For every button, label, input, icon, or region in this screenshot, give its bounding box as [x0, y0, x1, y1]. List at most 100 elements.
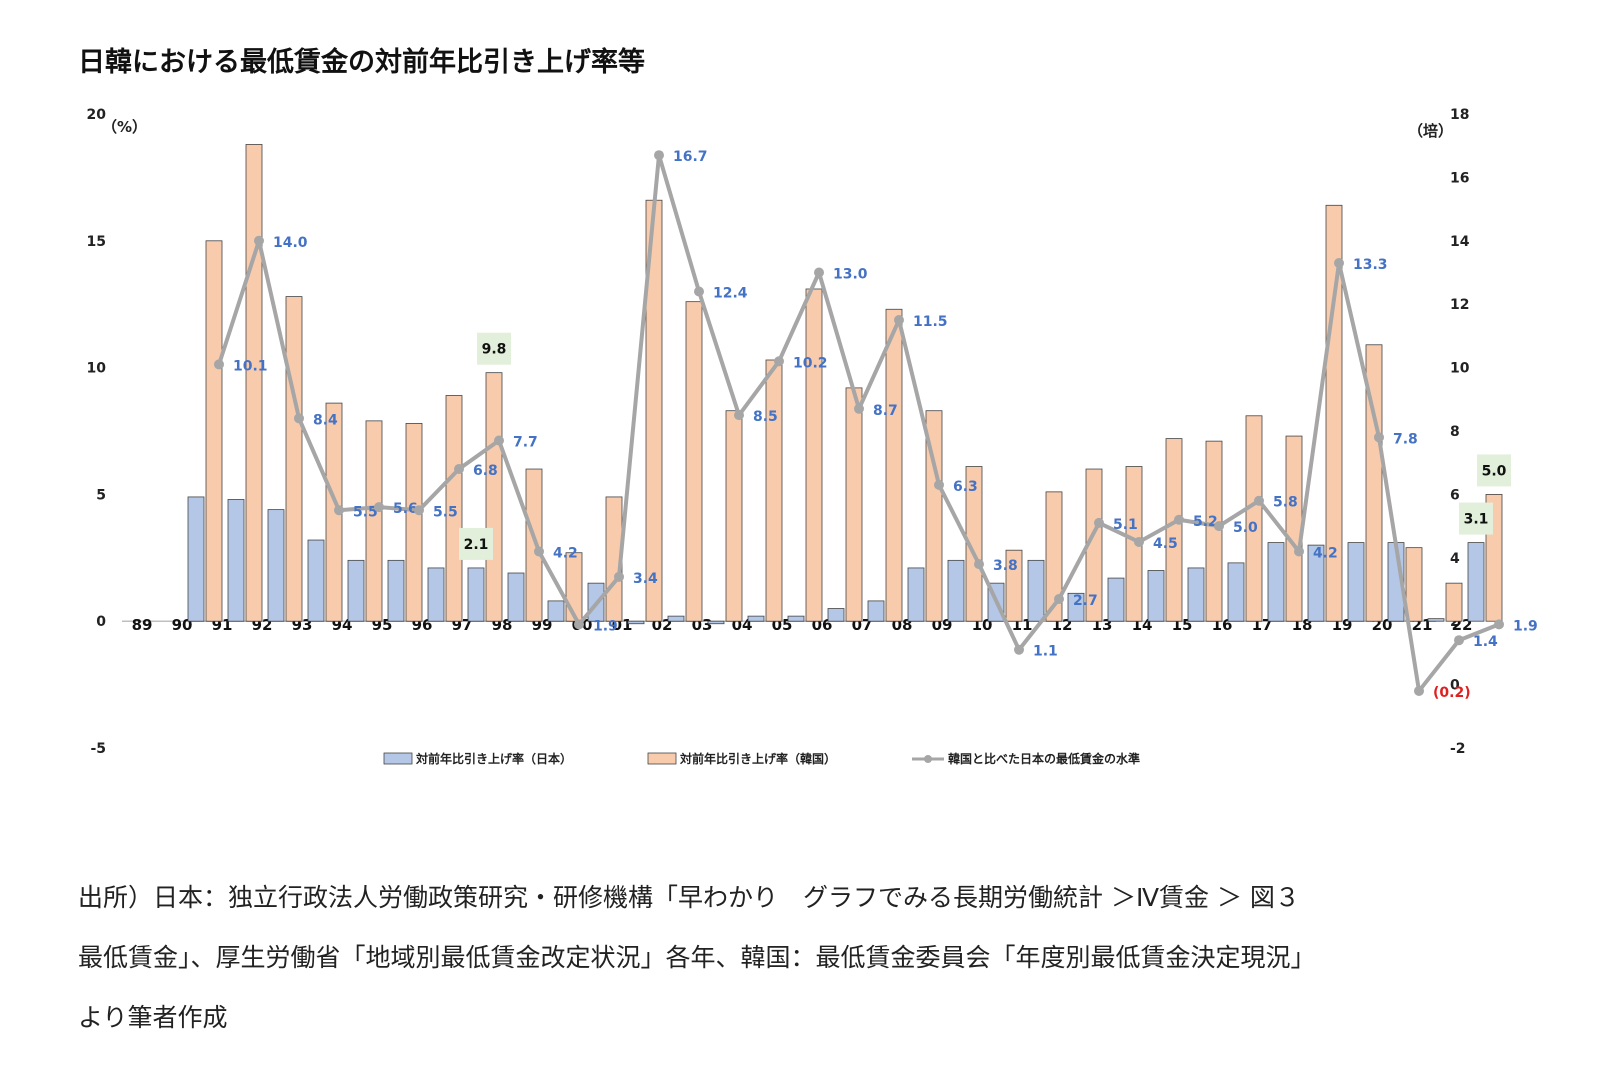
line-data-label: 13.3 [1353, 257, 1388, 273]
legend-swatch-japan [383, 752, 413, 765]
line-data-label: 4.2 [553, 545, 578, 561]
x-tick-label: 90 [172, 616, 193, 634]
y-right-tick: 6 [1450, 487, 1460, 503]
line-data-label: 5.6 [393, 501, 418, 517]
bar-korea [405, 422, 423, 622]
bar-japan [947, 559, 965, 622]
line-point [854, 403, 864, 414]
y-right-tick: 10 [1450, 361, 1470, 377]
legend-label-korea: 対前年比引き上げ率（韓国） [679, 751, 836, 766]
line-point [1174, 514, 1184, 525]
bar-japan [867, 600, 885, 622]
line-point [574, 619, 584, 630]
y-right-tick: 8 [1450, 424, 1460, 440]
line-data-label: 5.8 [1273, 495, 1298, 511]
bar-korea [1205, 440, 1223, 622]
y-right-tick: 2 [1450, 614, 1460, 630]
line-point [1134, 536, 1144, 547]
line-data-label: 3.4 [633, 571, 658, 587]
bar-japan [267, 509, 285, 622]
bar-japan [747, 615, 765, 622]
line-point [1334, 257, 1344, 268]
line-point [334, 505, 344, 516]
bar-japan [1147, 570, 1165, 622]
line-data-label: 11.5 [913, 314, 948, 330]
y-right-tick: 18 [1450, 107, 1469, 123]
highlight-label: 2.1 [464, 537, 489, 553]
line-data-label: 1.9 [1513, 618, 1538, 634]
line-point [1094, 517, 1104, 528]
bar-japan [1347, 542, 1365, 622]
x-tick-label: 89 [132, 616, 153, 634]
bar-japan [307, 539, 325, 622]
highlight-label: 3.1 [1464, 512, 1489, 528]
bar-japan [427, 567, 445, 622]
bar-japan [827, 608, 845, 622]
bar-japan [1027, 559, 1045, 622]
line-point [654, 150, 664, 161]
line-data-label: 1.1 [1033, 644, 1058, 660]
bar-korea [525, 468, 543, 622]
line-point [1254, 495, 1264, 506]
bar-japan [1227, 562, 1245, 622]
line-point [1454, 635, 1464, 646]
bar-japan [1067, 592, 1085, 622]
line-data-label: 5.1 [1113, 517, 1138, 533]
line-data-label: 7.8 [1393, 431, 1418, 447]
line-data-label: 8.4 [313, 412, 338, 428]
line-point [1494, 619, 1504, 630]
y-left-tick: 5 [96, 487, 106, 503]
highlight-box [1477, 454, 1511, 487]
y-right-unit: （培） [1408, 122, 1453, 140]
line-data-label: 1.4 [1473, 634, 1498, 650]
bar-japan [1467, 542, 1485, 622]
line-point [454, 464, 464, 475]
y-left-tick: 0 [96, 614, 106, 630]
bar-korea [285, 296, 303, 622]
line-data-label: 3.8 [993, 558, 1018, 574]
highlight-box [477, 332, 511, 365]
y-right-tick: 4 [1450, 551, 1460, 567]
bar-korea [485, 372, 503, 622]
line-point [414, 505, 424, 516]
line-data-label: 8.7 [873, 403, 898, 419]
bar-japan [787, 615, 805, 622]
line-data-label: 5.0 [1233, 520, 1258, 536]
y-right-tick: -2 [1450, 741, 1466, 757]
y-left-tick: 10 [87, 361, 107, 377]
bar-korea [1365, 344, 1383, 622]
line-point [374, 502, 384, 513]
bar-korea [565, 552, 583, 622]
line-point [934, 479, 944, 490]
line-data-label: 13.0 [833, 267, 868, 283]
highlight-label: 5.0 [1482, 463, 1507, 479]
line-point [1294, 546, 1304, 557]
bar-korea [925, 410, 943, 622]
line-data-label: 16.7 [673, 149, 708, 165]
bar-korea [765, 359, 783, 622]
y-right-tick: 0 [1450, 678, 1460, 694]
y-left-tick: -5 [90, 741, 106, 757]
line-point [694, 286, 704, 297]
line-data-label: 1.9 [593, 618, 618, 634]
bar-korea [245, 144, 263, 622]
y-left-tick: 15 [87, 234, 106, 250]
line-data-label: 10.2 [793, 355, 828, 371]
line-point [1414, 685, 1424, 696]
line-data-label: 10.1 [233, 358, 268, 374]
bar-japan [547, 600, 565, 622]
line-data-label: 4.5 [1153, 536, 1178, 552]
bar-korea [805, 288, 823, 622]
bar-korea [885, 308, 903, 622]
bar-korea [1445, 582, 1463, 622]
line-point [1054, 594, 1064, 605]
bar-korea [1245, 415, 1263, 622]
bar-japan [387, 559, 405, 622]
bar-japan [1267, 542, 1285, 622]
line-data-label: 12.4 [713, 286, 748, 302]
legend-label-japan: 対前年比引き上げ率（日本） [415, 751, 572, 766]
legend-swatch-korea [647, 752, 677, 765]
bar-japan [707, 620, 725, 625]
legend-marker-ratio [924, 755, 932, 763]
source-line-1: 出所）日本：独立行政法人労働政策研究・研修機構「早わかり グラフでみる長期労働統… [78, 883, 1300, 912]
